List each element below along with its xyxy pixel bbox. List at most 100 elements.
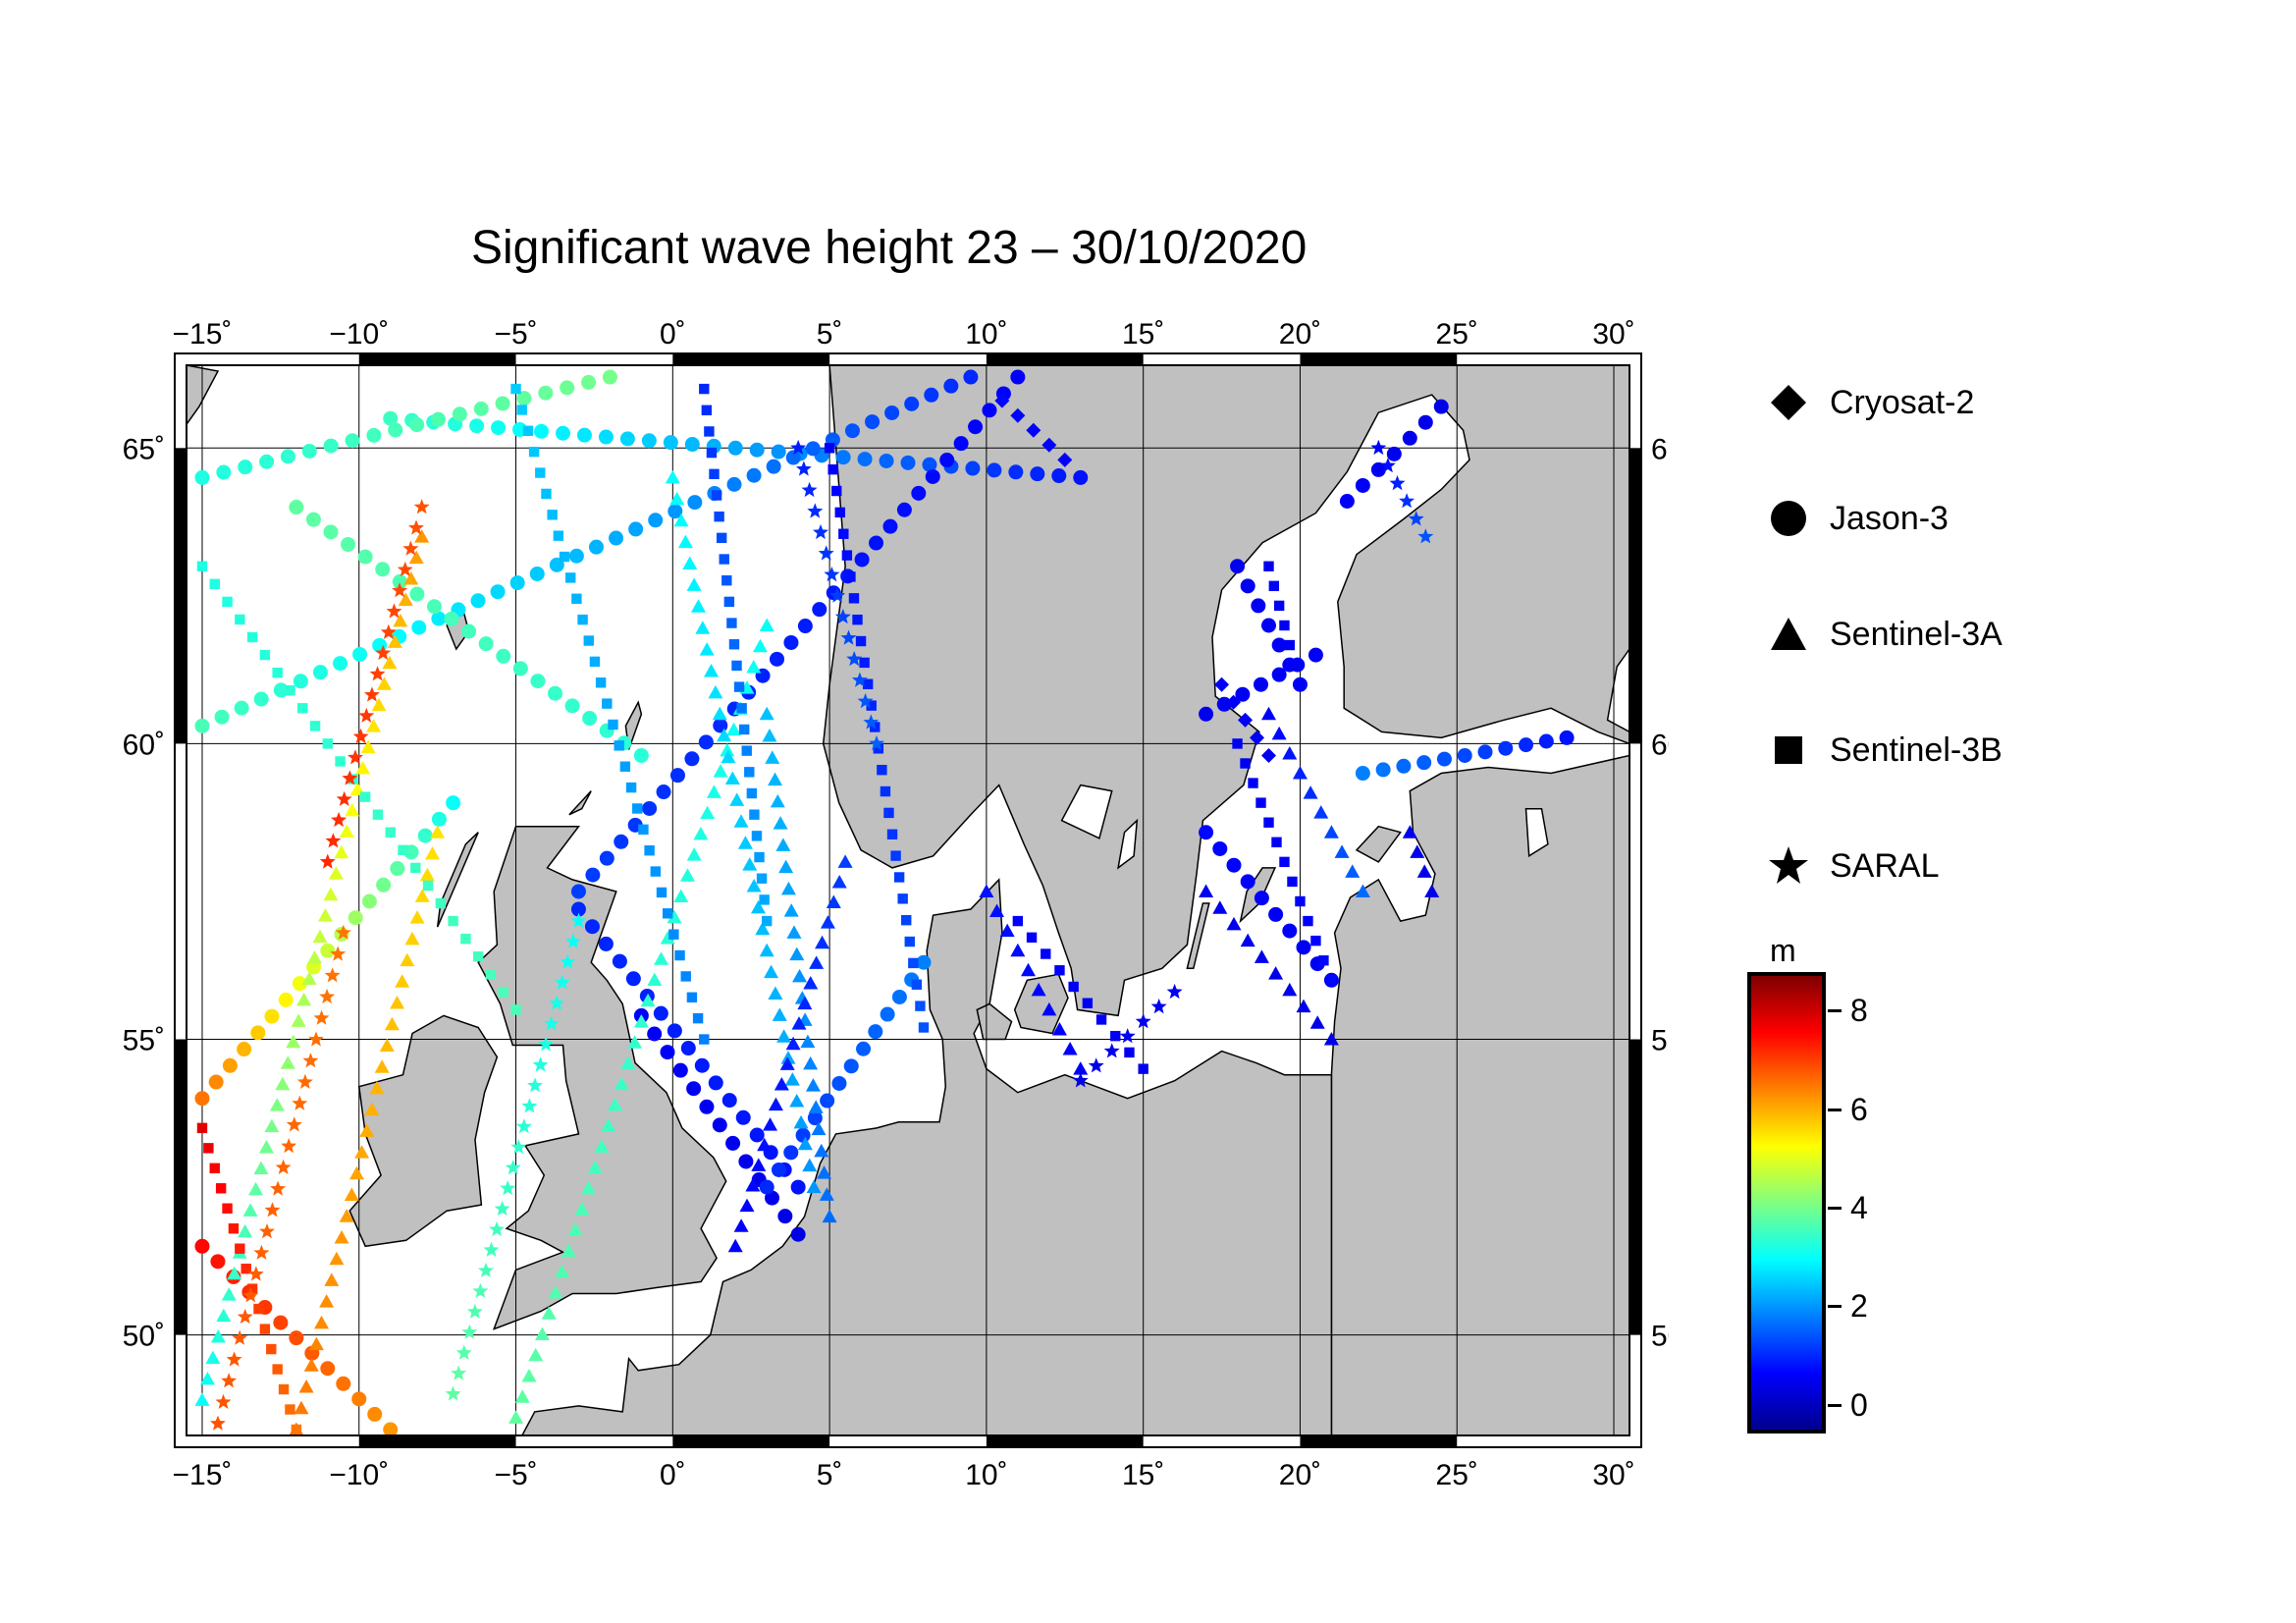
square-point [736,703,747,714]
altimeter-tracks [194,369,1575,1435]
square-point [1295,895,1306,907]
diamond-point [1057,452,1073,467]
triangle-point [733,814,749,828]
triangle-point [759,618,774,631]
triangle-point [704,664,720,677]
square-point [828,463,838,475]
triangle-point [334,844,349,859]
lon-tick-label-top: 0˚ [660,318,686,351]
triangle-point [695,621,711,634]
triangle-point [221,1287,237,1301]
circle-point [1230,559,1246,574]
star-point [386,603,402,619]
star-point [538,1036,555,1052]
square-point [759,894,770,905]
star-point [397,561,413,577]
legend-label: Sentinel-3B [1830,730,2002,769]
circle-point [411,620,427,635]
circle-point [409,586,425,602]
triangle-point [726,722,742,736]
circle-point [1296,940,1311,955]
star-point [807,503,824,518]
circle-point [357,549,373,565]
circle-point [1559,730,1575,745]
square-point [674,949,685,961]
circle-point [289,1330,304,1346]
circle-point [771,1162,786,1177]
star-point [319,853,336,869]
triangle-point [348,1165,364,1180]
star-point [1103,1043,1120,1058]
baltic-east-land [1330,754,1629,1435]
great-britain-land [477,825,727,1330]
star-point [253,1244,270,1260]
square-point [522,425,534,437]
circle-point [469,418,485,434]
circle-point [633,747,649,763]
star-point [1417,528,1434,544]
square-point [1248,778,1258,788]
star-point [543,1015,560,1031]
circle-point [323,438,339,454]
circle-point [1235,686,1251,702]
triangle-point [764,964,779,979]
lon-tick-label-top: 15˚ [1122,318,1164,351]
triangle-point [541,1306,557,1320]
lake-peipus [1524,807,1549,858]
diamond-point [1041,437,1057,453]
triangle-point [745,1177,761,1192]
triangle-point [308,1336,324,1351]
circle-point [835,450,851,465]
circle-point [446,795,461,811]
triangle-point [780,881,796,895]
circle-point [925,468,940,484]
circle-point [856,1041,872,1056]
triangle-point [574,1202,590,1216]
triangle-point [784,1072,800,1086]
triangle-point [1073,1061,1089,1075]
circle-point [1308,647,1323,663]
frame-bar [175,1039,187,1335]
square-point [422,880,434,892]
triangle-point [809,955,825,969]
circle-point [598,936,614,951]
frame-bar [986,1435,1144,1447]
diamond-point [1250,730,1265,745]
square-point [372,809,384,820]
square-point [880,785,891,797]
square-point [834,507,845,518]
circle-point [667,1023,682,1039]
circle-point [253,691,269,707]
triangle-point [334,1229,349,1244]
square-point [571,593,582,604]
square-point [1263,817,1274,828]
triangle-point [779,1056,795,1070]
circle-point [588,539,604,555]
square-point [335,756,346,767]
star-point [455,1344,472,1360]
square-point [222,596,233,608]
circle-point [1396,758,1412,774]
circle-point [746,467,762,483]
square-point [1295,678,1306,690]
triangle-point [814,1143,829,1158]
triangle-point [364,1102,380,1116]
diamond-point [1226,694,1242,710]
frame-bar [1629,1039,1641,1335]
circle-point [1240,578,1255,594]
triangle-point [344,1187,359,1202]
triangle-point [1010,943,1026,957]
square-point [253,1303,264,1315]
circle-point [766,459,781,474]
circle-point [538,385,554,401]
circle-point [581,374,597,390]
circle-point [222,1057,238,1073]
lake-vattern [1117,818,1139,870]
triangle-point [390,996,405,1009]
circle-point [771,444,786,460]
scandinavia-land [822,365,1629,1017]
circle-point [726,476,742,492]
square-point [893,872,905,883]
square-point [1271,837,1282,847]
circle-point [409,417,425,433]
